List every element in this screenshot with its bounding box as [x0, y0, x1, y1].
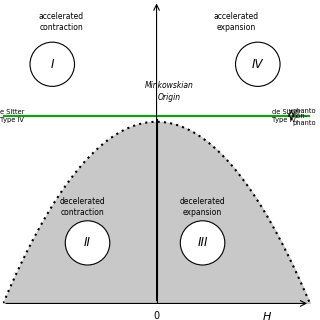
Ellipse shape	[180, 221, 225, 265]
Ellipse shape	[236, 42, 280, 86]
Text: IV: IV	[252, 58, 264, 71]
Text: accelerated
expansion: accelerated expansion	[214, 12, 259, 32]
Text: accelerated
contraction: accelerated contraction	[39, 12, 84, 32]
Text: de Sitter: de Sitter	[272, 108, 301, 115]
Text: e Sitter: e Sitter	[0, 108, 25, 115]
Text: $H$: $H$	[262, 309, 272, 320]
Text: Minkowskian
Origin: Minkowskian Origin	[144, 82, 193, 101]
Ellipse shape	[30, 42, 75, 86]
Text: decelerated
expansion: decelerated expansion	[180, 196, 226, 217]
Text: decelerated
contraction: decelerated contraction	[60, 196, 106, 217]
Text: Type IV: Type IV	[0, 117, 24, 123]
Text: III: III	[197, 236, 208, 249]
Text: 0: 0	[154, 310, 160, 320]
Text: phanto: phanto	[292, 108, 316, 114]
Text: I: I	[51, 58, 54, 71]
Text: Type IV: Type IV	[272, 117, 296, 123]
Ellipse shape	[65, 221, 110, 265]
Text: non-
phanto: non- phanto	[292, 114, 316, 126]
Text: II: II	[84, 236, 91, 249]
